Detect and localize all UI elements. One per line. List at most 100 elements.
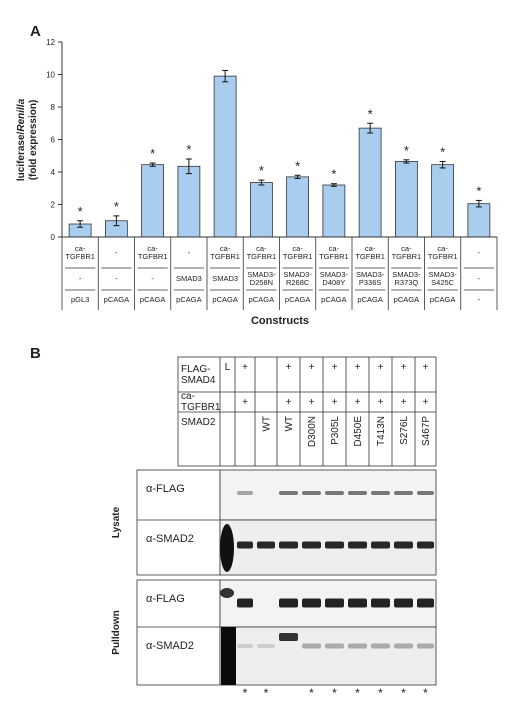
- significance-mark: *: [114, 199, 119, 214]
- bar: [141, 164, 165, 238]
- construct-cell: pCAGA: [393, 294, 420, 304]
- lane-cell: +: [285, 361, 292, 373]
- construct-cell: ca-TGFBR1: [65, 243, 95, 261]
- significance-mark: *: [264, 686, 269, 700]
- blot-band: [279, 598, 298, 608]
- label-frame: [136, 579, 221, 686]
- blot-band: [325, 598, 344, 608]
- blot-band: [302, 643, 321, 649]
- blot-band: [302, 491, 321, 495]
- blot-band: [348, 643, 367, 649]
- probe-label: α-SMAD2: [146, 533, 194, 545]
- construct-cell: -: [477, 294, 481, 304]
- blot-band: [417, 643, 434, 649]
- blot-membrane: [219, 626, 437, 686]
- bar: [177, 165, 201, 238]
- construct-cell: ca-TGFBR1: [210, 243, 240, 261]
- blot-band: [279, 633, 298, 641]
- probe-label: α-FLAG: [146, 593, 185, 605]
- construct-cell: pCAGA: [248, 294, 275, 304]
- significance-mark: *: [355, 686, 360, 700]
- blot-band: [325, 491, 344, 495]
- construct-cell: SMAD3-D258N: [247, 269, 276, 287]
- significance-mark: *: [368, 106, 373, 121]
- blot-band: [371, 541, 390, 549]
- significance-mark: *: [440, 144, 445, 159]
- blot-band: [237, 644, 253, 648]
- lane-label: P305L: [330, 416, 341, 445]
- significance-mark: *: [186, 142, 191, 157]
- lane-cell: +: [354, 396, 361, 408]
- construct-cell: SMAD3: [175, 273, 202, 283]
- significance-mark: *: [476, 183, 481, 198]
- y-axis-label-part: Renilla: [16, 98, 27, 131]
- bar: [322, 184, 346, 238]
- blot-band: [348, 491, 367, 495]
- blot-band: [257, 644, 275, 648]
- lane-cell: +: [400, 396, 407, 408]
- blot-band: [371, 643, 390, 649]
- y-tick-label: 0: [51, 233, 56, 242]
- construct-cell: -: [477, 273, 481, 283]
- bar: [286, 176, 310, 238]
- panel-label: B: [30, 345, 41, 362]
- table-frame: [177, 356, 437, 467]
- significance-mark: *: [295, 158, 300, 173]
- lane-cell: +: [377, 396, 384, 408]
- significance-mark: *: [331, 167, 336, 182]
- blot-band: [302, 598, 321, 608]
- ladder-blob: [221, 627, 236, 685]
- lane-label: T413N: [376, 416, 387, 446]
- y-tick-label: 2: [51, 201, 56, 210]
- construct-cell: -: [187, 247, 191, 257]
- bar: [213, 75, 237, 238]
- construct-cell: -: [115, 247, 118, 257]
- construct-cell: ca-TGFBR1: [391, 243, 422, 261]
- blot-band: [237, 541, 253, 549]
- panel-label: A: [30, 23, 41, 40]
- lane-label: S467P: [421, 416, 432, 446]
- construct-cell: SMAD3-R268C: [283, 269, 312, 287]
- construct-cell: -: [477, 247, 481, 257]
- blot-band: [394, 643, 413, 649]
- construct-cell: pCAGA: [357, 294, 383, 304]
- blot-band: [325, 643, 344, 649]
- blot-band: [348, 598, 367, 608]
- significance-mark: *: [309, 686, 314, 700]
- construct-cell: pCAGA: [321, 294, 347, 304]
- lane-cell: +: [422, 396, 429, 408]
- construct-cell: ca-TGFBR1: [282, 243, 313, 261]
- blot-band: [417, 491, 434, 495]
- construct-cell: SMAD3-S425C: [428, 269, 457, 287]
- lane-label: S276L: [399, 416, 410, 445]
- significance-mark: *: [378, 686, 383, 700]
- blot-band: [348, 541, 367, 549]
- row-label: SMAD2: [181, 416, 216, 428]
- bar: [467, 203, 491, 238]
- significance-mark: *: [259, 163, 264, 178]
- construct-cell: ca-TGFBR1: [427, 243, 458, 261]
- blot-band: [417, 541, 434, 549]
- construct-cell: pCAGA: [176, 294, 202, 304]
- construct-cell: pCAGA: [429, 294, 456, 304]
- construct-cell: pCAGA: [284, 294, 311, 304]
- ladder-blob: [220, 524, 234, 572]
- label-frame: [136, 469, 221, 576]
- blot-band: [237, 491, 253, 495]
- y-tick-label: 6: [51, 136, 56, 145]
- lane-label: WT: [284, 416, 295, 432]
- lane-cell: +: [331, 396, 338, 408]
- significance-mark: *: [243, 686, 248, 700]
- y-axis-label-part: (fold expression): [28, 100, 39, 181]
- lane-cell: +: [377, 361, 384, 373]
- y-axis-label-part: luciferase/: [16, 131, 27, 181]
- row-label: ca-TGFBR1: [181, 391, 221, 413]
- significance-mark: *: [423, 686, 428, 700]
- significance-mark: *: [78, 204, 83, 219]
- construct-cell: SMAD3-P336S: [355, 269, 385, 287]
- construct-cell: SMAD3: [212, 273, 239, 283]
- blot-band: [371, 491, 390, 495]
- blot-band: [371, 598, 390, 608]
- blot-band: [302, 541, 321, 549]
- construct-cell: -: [115, 273, 118, 283]
